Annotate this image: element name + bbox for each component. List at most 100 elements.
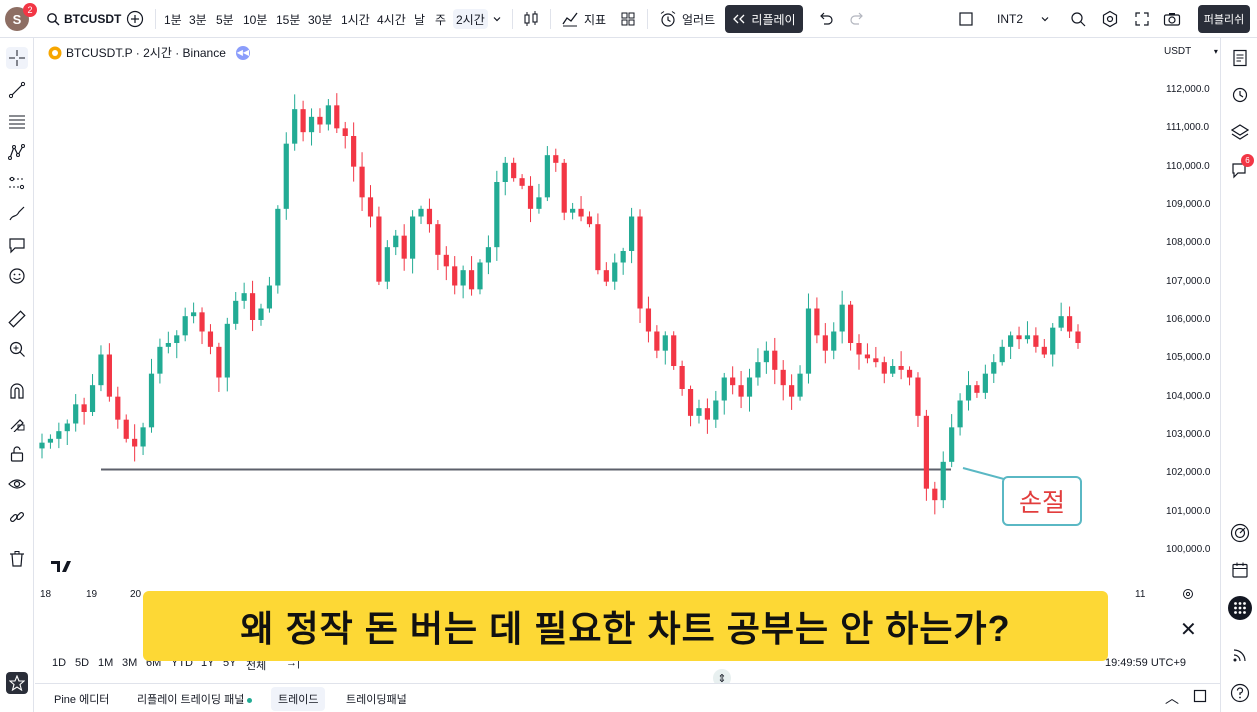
pattern-icon[interactable]	[6, 141, 28, 163]
tab-trading-panel[interactable]: 트레이딩패널	[346, 694, 407, 706]
indicators-label: 지표	[584, 12, 607, 27]
interval-10m[interactable]: 10분	[243, 12, 268, 27]
interval-1m[interactable]: 1분	[164, 12, 182, 27]
candle-body	[216, 346, 222, 378]
brush-icon[interactable]	[6, 203, 28, 225]
candle-body	[468, 270, 475, 290]
candle-body	[553, 155, 559, 163]
replay-mode-icon[interactable]: ◀◀	[235, 45, 250, 60]
candle-body	[965, 385, 972, 401]
range-1d[interactable]: 1D	[52, 657, 67, 669]
square-icon	[959, 12, 973, 26]
ruler-icon[interactable]	[6, 308, 28, 330]
target-icon[interactable]	[1229, 522, 1251, 544]
forecast-icon[interactable]	[6, 172, 28, 194]
compare-symbol-button[interactable]	[126, 9, 144, 29]
candle-body	[704, 408, 710, 420]
watchlist-icon[interactable]	[1229, 47, 1251, 69]
candle-body	[308, 116, 315, 133]
interval-day[interactable]: 날	[414, 12, 426, 27]
callout-pointer	[962, 467, 1005, 488]
trash-icon[interactable]	[6, 548, 28, 570]
undo-button[interactable]	[818, 9, 834, 29]
symbol-search[interactable]: BTCUSDT	[46, 9, 121, 29]
range-5d[interactable]: 5D	[75, 657, 90, 669]
settings-gear-icon[interactable]	[1182, 588, 1194, 603]
interval-3m[interactable]: 3분	[189, 12, 207, 27]
candle-body	[612, 262, 618, 282]
help-icon[interactable]	[1229, 682, 1251, 704]
candle-body	[485, 247, 492, 263]
candle-body	[932, 488, 938, 501]
candle-body	[586, 216, 593, 225]
interval-5m[interactable]: 5분	[216, 12, 234, 27]
range-3m[interactable]: 3M	[122, 657, 138, 669]
symbol-name: BTCUSDT	[64, 12, 122, 26]
publish-button[interactable]: 퍼블리쉬	[1198, 5, 1250, 33]
interval-15m[interactable]: 15분	[276, 12, 301, 27]
close-icon[interactable]: ✕	[1180, 619, 1197, 641]
snapshot-button[interactable]	[1163, 9, 1181, 29]
tab-replay-trading-panel[interactable]: 리플레이 트레이딩 패널	[137, 691, 253, 707]
comment-icon[interactable]	[6, 234, 28, 256]
range-all[interactable]: 전체	[246, 660, 267, 672]
interval-2h-active[interactable]: 2시간	[453, 9, 488, 29]
separator	[155, 9, 156, 29]
candle-body	[148, 373, 155, 428]
calendar-icon[interactable]	[1229, 559, 1251, 581]
interval-week[interactable]: 주	[435, 12, 447, 27]
crosshair-icon[interactable]	[6, 47, 28, 69]
interval-1h[interactable]: 1시간	[341, 12, 370, 27]
time-axis[interactable]: 18 19 20 11	[35, 586, 1219, 604]
link-icon[interactable]	[6, 506, 28, 528]
price-label: 107,000.0	[1166, 275, 1211, 287]
alert-button[interactable]: 얼러트	[659, 9, 715, 29]
layout-toggle-button[interactable]	[958, 9, 974, 29]
templates-button[interactable]	[620, 9, 636, 29]
price-label: 109,000.0	[1166, 199, 1211, 210]
camera-icon	[1163, 13, 1181, 26]
currency-selector[interactable]: USDT ▾	[1164, 46, 1218, 57]
zoom-in-icon[interactable]	[6, 338, 28, 360]
candle-body	[746, 377, 753, 397]
candlestick-chart[interactable]	[35, 38, 1185, 586]
tab-trade[interactable]: 트레이드	[271, 687, 326, 711]
clock[interactable]: 19:49:59 UTC+9	[1104, 657, 1186, 669]
layout-name[interactable]: INT2	[997, 12, 1024, 26]
magnet-icon[interactable]	[6, 380, 28, 402]
redo-button[interactable]	[849, 9, 865, 29]
interval-4h[interactable]: 4시간	[377, 12, 406, 27]
candle-body	[283, 143, 289, 209]
broadcast-icon[interactable]	[1229, 644, 1251, 666]
apps-grid-icon[interactable]	[1228, 596, 1252, 620]
chart-type-button[interactable]	[522, 9, 540, 29]
chevron-up-icon[interactable]: ︿	[1165, 690, 1179, 706]
settings-button[interactable]	[1101, 9, 1119, 29]
star-icon[interactable]	[6, 672, 28, 694]
interval-dropdown[interactable]	[492, 9, 502, 29]
candle-body	[831, 331, 837, 351]
tab-pine-editor[interactable]: Pine 에디터	[54, 694, 110, 706]
indicators-button[interactable]: 지표	[561, 9, 606, 29]
lock-icon[interactable]	[6, 443, 28, 465]
candle-body	[249, 293, 256, 320]
interval-30m[interactable]: 30분	[308, 12, 333, 27]
maximize-panel-icon[interactable]	[1193, 689, 1207, 706]
lock-drawing-icon[interactable]	[6, 412, 28, 434]
alarm-clock-icon[interactable]	[1229, 83, 1251, 105]
candle-body	[1050, 327, 1056, 355]
fullscreen-button[interactable]	[1134, 9, 1150, 29]
eye-icon[interactable]	[6, 473, 28, 495]
status-dot	[247, 697, 253, 703]
candle-body	[991, 362, 997, 374]
candle-body	[494, 182, 500, 248]
panel-resize-handle[interactable]: ⇕	[713, 669, 731, 687]
quick-search-button[interactable]	[1070, 9, 1086, 29]
layout-dropdown[interactable]	[1040, 9, 1050, 29]
trend-line-icon[interactable]	[6, 79, 28, 101]
range-1m[interactable]: 1M	[98, 657, 114, 669]
fib-retracement-icon[interactable]	[6, 110, 28, 132]
layers-icon[interactable]	[1229, 121, 1251, 143]
emoji-icon[interactable]	[6, 265, 28, 287]
replay-button[interactable]: 리플레이	[725, 5, 803, 33]
